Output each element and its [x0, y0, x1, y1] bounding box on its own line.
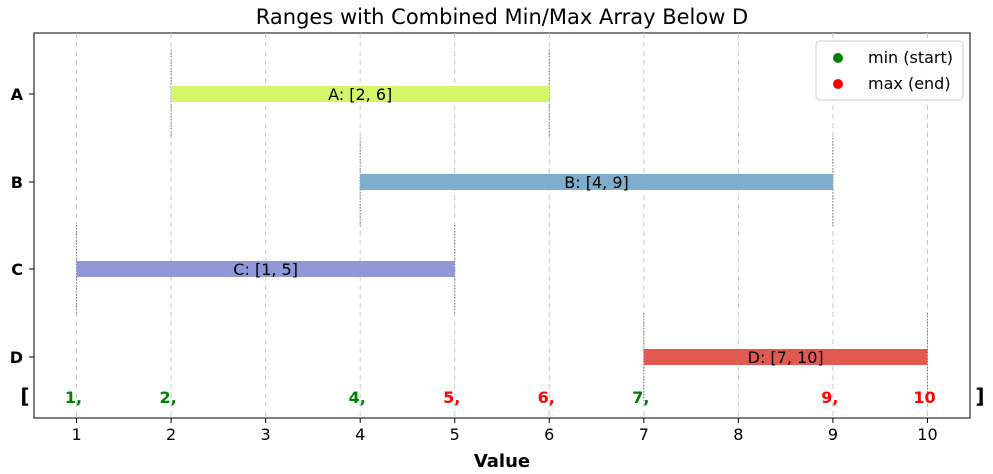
legend-marker	[833, 53, 843, 63]
x-tick-label: 2	[166, 425, 176, 444]
legend-label: max (end)	[868, 74, 951, 93]
y-tick-label: B	[11, 173, 23, 192]
array-item-max: 10	[913, 388, 935, 407]
legend-marker	[833, 79, 843, 89]
x-tick-label: 7	[639, 425, 649, 444]
y-tick-label: A	[11, 85, 24, 104]
x-tick-label: 8	[733, 425, 743, 444]
array-item-max: 6,	[538, 388, 555, 407]
legend-box	[815, 40, 964, 101]
array-close-bracket: ]	[975, 384, 984, 408]
x-tick-label: 10	[917, 425, 937, 444]
array-item-min: 7,	[632, 388, 649, 407]
range-bar-c	[76, 261, 455, 277]
y-tick-label: C	[11, 260, 23, 279]
range-bar-label: A: [2, 6]	[328, 85, 392, 104]
range-bar-label: B: [4, 9]	[564, 173, 628, 192]
array-item-min: 4,	[349, 388, 366, 407]
x-tick-label: 4	[355, 425, 365, 444]
array-item-max: 5,	[443, 388, 460, 407]
x-tick-label: 6	[544, 425, 554, 444]
x-tick-label: 3	[261, 425, 271, 444]
chart-title: Ranges with Combined Min/Max Array Below…	[256, 5, 748, 29]
array-item-min: 2,	[159, 388, 176, 407]
array-item-min: 1,	[65, 388, 82, 407]
array-open-bracket: [	[20, 384, 29, 408]
legend-label: min (start)	[868, 48, 953, 67]
range-bar-a	[171, 86, 550, 102]
range-bar-b	[360, 174, 833, 190]
range-bar-d	[643, 349, 928, 365]
x-tick-label: 1	[71, 425, 81, 444]
range-bar-label: D: [7, 10]	[748, 348, 824, 367]
x-axis-label: Value	[474, 451, 530, 472]
x-tick-label: 9	[828, 425, 838, 444]
array-item-max: 9,	[821, 388, 838, 407]
range-bar-label: C: [1, 5]	[233, 260, 298, 279]
y-tick-label: D	[10, 348, 23, 367]
x-tick-label: 5	[450, 425, 460, 444]
